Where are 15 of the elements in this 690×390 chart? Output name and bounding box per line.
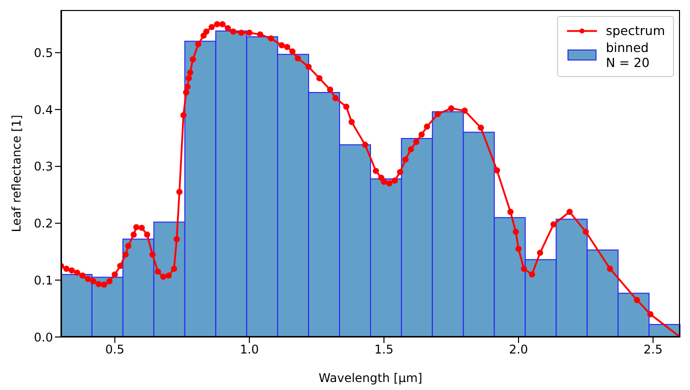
x-tick-label: 2.0: [508, 342, 528, 357]
y-tick-label: 0.4: [34, 102, 53, 117]
x-tick-label: 1.0: [240, 342, 259, 357]
y-tick-label: 0.5: [34, 46, 53, 60]
x-tick-label: 2.5: [644, 342, 663, 357]
y-tick-label: 0.3: [34, 160, 53, 174]
y-axis-title: Leaf reflectance [1]: [9, 114, 24, 232]
x-tick-label: 0.5: [105, 342, 124, 357]
y-tick-label: 0.2: [34, 216, 53, 231]
x-tick-label: 1.5: [374, 342, 394, 357]
x-axis-title: Wavelength [µm]: [318, 371, 422, 385]
legend-label: spectrum: [606, 23, 665, 38]
y-tick-label: 0.1: [34, 273, 53, 288]
y-tick-label: 0.0: [34, 330, 53, 344]
legend-label: binned N = 20: [606, 40, 650, 70]
